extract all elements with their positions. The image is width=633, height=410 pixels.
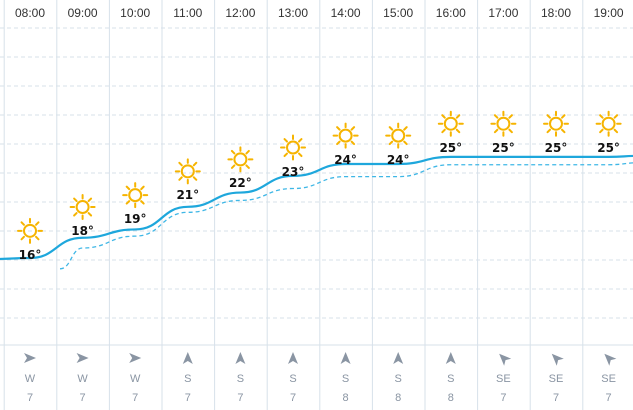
sun-icon [595, 110, 622, 137]
hour-label: 18:00 [540, 6, 572, 20]
wind-speed: 7 [605, 392, 612, 404]
wind-arrow-icon [129, 353, 142, 363]
wind-arrow-icon [340, 352, 351, 364]
hour-label: 15:00 [383, 6, 414, 20]
wind-direction: S [236, 373, 245, 385]
wind-direction: W [129, 373, 141, 385]
wind-direction: S [394, 373, 402, 385]
wind-direction: W [77, 373, 88, 385]
wind-speed: 7 [237, 392, 244, 404]
temperature-label: 18° [71, 224, 94, 239]
hour-label: 09:00 [67, 6, 98, 20]
wind-arrow-icon [393, 352, 404, 364]
hour-label: 10:00 [120, 6, 151, 20]
wind-direction: S [341, 373, 350, 385]
wind-direction: SE [548, 373, 564, 385]
wind-speed: 7 [184, 392, 191, 404]
wind-speed: 7 [26, 392, 34, 404]
wind-arrow-icon [551, 353, 564, 366]
wind-arrow-icon [445, 352, 456, 364]
wind-speed: 8 [342, 392, 349, 404]
feels-like-line [59, 162, 633, 270]
temperature-label: 25° [492, 140, 515, 155]
wind-speed: 7 [289, 392, 297, 404]
temperature-label: 25° [544, 140, 568, 155]
wind-direction: SE [601, 373, 616, 385]
wind-direction: SE [496, 373, 511, 385]
temperature-label: 25° [597, 140, 620, 155]
wind-arrow-icon [499, 353, 512, 366]
wind-speed: 7 [500, 392, 507, 404]
temperature-label: 16° [18, 247, 42, 262]
hour-label: 13:00 [277, 6, 309, 20]
wind-direction: W [24, 373, 36, 385]
hour-label: 17:00 [488, 6, 519, 20]
hour-label: 08:00 [14, 6, 46, 20]
wind-arrow-icon [182, 352, 193, 364]
sun-icon [69, 194, 96, 221]
wind-speed: 8 [447, 392, 454, 404]
wind-speed: 8 [395, 392, 402, 404]
temperature-label: 24° [386, 152, 410, 167]
temperature-line [0, 154, 633, 261]
sun-icon [332, 122, 359, 149]
sun-icon [490, 110, 517, 137]
temperature-label: 24° [334, 152, 357, 167]
temperature-label: 21° [176, 188, 200, 203]
wind-speed: 7 [552, 392, 560, 404]
wind-arrow-icon [76, 353, 89, 363]
wind-direction: S [289, 373, 297, 385]
sun-icon [17, 217, 43, 244]
hour-label: 11:00 [173, 6, 203, 20]
wind-arrow-icon [235, 352, 246, 364]
hour-label: 16:00 [435, 6, 466, 20]
sun-icon [227, 146, 254, 173]
sun-icon [385, 122, 412, 149]
sun-icon [122, 182, 149, 209]
wind-speed: 7 [79, 392, 86, 404]
wind-arrow-icon [604, 353, 617, 366]
wind-speed: 7 [132, 392, 139, 404]
hour-label: 19:00 [593, 6, 624, 20]
temperature-label: 22° [229, 176, 252, 191]
temperature-label: 19° [123, 212, 147, 227]
hour-label: 12:00 [225, 6, 256, 20]
hour-label: 14:00 [330, 6, 361, 20]
temperature-label: 25° [439, 140, 463, 155]
sun-icon [174, 158, 201, 185]
temperature-label: 23° [281, 164, 305, 179]
wind-direction: S [447, 373, 455, 385]
sun-icon [437, 110, 464, 137]
wind-direction: S [184, 373, 192, 385]
wind-arrow-icon [24, 353, 36, 363]
sun-icon [280, 134, 306, 161]
sun-icon [543, 110, 569, 137]
wind-arrow-icon [288, 352, 298, 364]
